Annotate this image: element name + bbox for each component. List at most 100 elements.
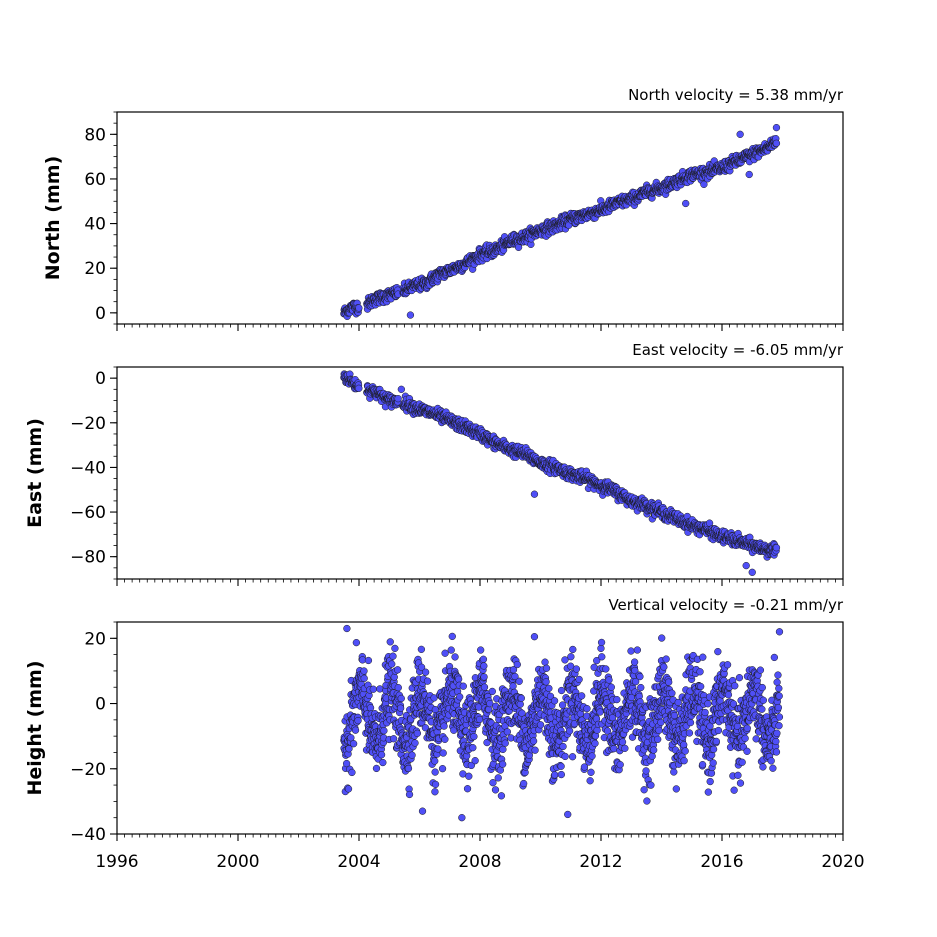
- data-point: [607, 683, 615, 691]
- data-point: [736, 130, 744, 138]
- data-point: [569, 645, 577, 654]
- data-point: [627, 647, 635, 655]
- data-point: [682, 199, 690, 208]
- data-point: [742, 561, 750, 570]
- north-y-axis-label: North (mm): [42, 156, 64, 281]
- data-point: [660, 663, 668, 671]
- data-point: [480, 673, 488, 681]
- y-tick-label: −60: [70, 503, 106, 523]
- data-point: [517, 694, 525, 702]
- y-tick-label: 20: [84, 259, 106, 279]
- data-point: [418, 807, 427, 815]
- data-point: [655, 726, 663, 734]
- data-point: [354, 716, 362, 725]
- data-point: [454, 675, 463, 683]
- data-point: [681, 747, 689, 755]
- data-point: [355, 304, 363, 312]
- data-point: [351, 726, 360, 734]
- data-point: [531, 746, 539, 754]
- data-point: [441, 735, 449, 743]
- data-point: [386, 638, 394, 646]
- data-point: [390, 673, 398, 681]
- data-point: [714, 647, 722, 656]
- data-point: [565, 727, 574, 735]
- data-point: [530, 633, 539, 641]
- height-velocity-annotation: Vertical velocity = -0.21 mm/yr: [608, 596, 843, 614]
- data-point: [668, 689, 676, 697]
- data-point: [459, 682, 467, 690]
- data-point: [344, 785, 353, 793]
- data-point: [613, 695, 621, 704]
- data-point: [423, 677, 432, 685]
- data-point: [509, 682, 517, 690]
- data-point: [494, 774, 502, 782]
- data-point: [706, 777, 714, 786]
- data-point: [550, 697, 559, 705]
- north-velocity-annotation: North velocity = 5.38 mm/yr: [628, 86, 844, 104]
- data-point: [513, 660, 521, 669]
- data-point: [480, 662, 488, 670]
- y-tick-label: 80: [84, 125, 106, 145]
- data-point: [477, 646, 485, 654]
- data-point: [597, 638, 606, 647]
- data-point: [640, 786, 648, 794]
- data-point: [404, 764, 413, 773]
- data-point: [772, 139, 781, 147]
- data-point: [697, 682, 705, 691]
- data-point: [489, 779, 497, 787]
- data-point: [499, 745, 507, 754]
- data-point: [647, 781, 655, 789]
- data-point: [394, 395, 402, 403]
- data-point: [479, 655, 488, 663]
- data-point: [405, 790, 414, 799]
- y-tick-label: −20: [70, 760, 106, 780]
- data-point: [743, 747, 751, 755]
- data-point: [724, 691, 733, 699]
- data-point: [394, 683, 402, 692]
- data-point: [438, 765, 447, 773]
- y-tick-label: 0: [95, 369, 106, 389]
- data-point: [391, 644, 399, 653]
- data-point: [360, 674, 368, 682]
- east-y-axis-label: East (mm): [24, 418, 46, 528]
- data-point: [738, 758, 746, 766]
- y-tick-label: −80: [70, 548, 106, 568]
- data-point: [775, 692, 783, 700]
- data-point: [745, 170, 753, 179]
- data-point: [360, 667, 368, 675]
- data-point: [347, 734, 355, 742]
- data-point: [431, 788, 439, 796]
- data-point: [775, 713, 784, 721]
- data-point: [772, 737, 780, 746]
- data-point: [408, 751, 416, 759]
- data-point: [465, 772, 473, 780]
- data-point: [709, 759, 717, 767]
- x-tick-label: 2008: [458, 852, 501, 872]
- data-point: [616, 761, 624, 769]
- data-point: [578, 692, 586, 700]
- data-point: [665, 678, 673, 686]
- data-point: [364, 656, 373, 665]
- data-point: [642, 767, 650, 775]
- data-point: [773, 729, 781, 737]
- data-point: [441, 649, 449, 657]
- data-point: [515, 677, 523, 685]
- data-point: [583, 704, 591, 713]
- y-tick-label: −40: [70, 458, 106, 478]
- data-point: [394, 666, 402, 674]
- data-point: [602, 665, 610, 673]
- data-point: [704, 788, 712, 796]
- data-point: [406, 311, 415, 319]
- data-point: [567, 653, 575, 661]
- data-point: [440, 722, 448, 730]
- data-point: [447, 646, 455, 654]
- data-point: [559, 742, 567, 751]
- data-point: [501, 739, 509, 747]
- data-point: [470, 732, 478, 741]
- y-tick-label: 60: [84, 170, 106, 190]
- data-point: [775, 722, 783, 730]
- data-point: [389, 652, 397, 660]
- data-point: [545, 684, 553, 693]
